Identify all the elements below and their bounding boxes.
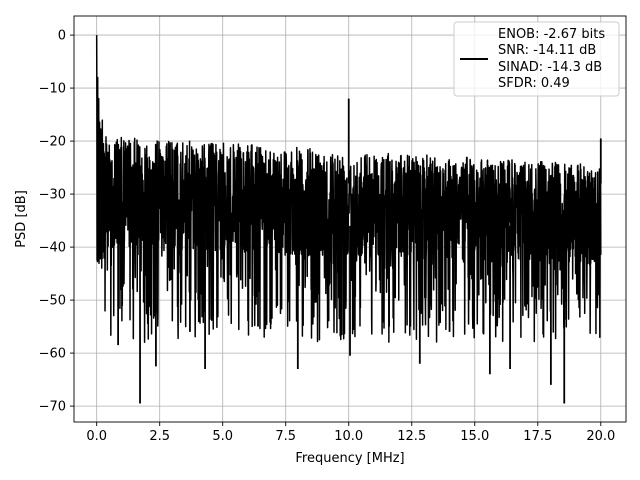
- y-tick-label: −50: [39, 294, 66, 309]
- x-tick-label: 12.5: [397, 429, 426, 444]
- legend-line-snr: SNR: -14.11 dB: [498, 43, 596, 58]
- legend-line-sfdr: SFDR: 0.49: [498, 76, 570, 91]
- y-tick-label: 0: [58, 29, 66, 44]
- y-axis-ticks: 0 −10 −20 −30 −40 −50 −60 −70: [39, 29, 74, 415]
- x-tick-label: 5.0: [212, 429, 233, 444]
- x-tick-label: 0.0: [86, 429, 107, 444]
- legend-line-sinad: SINAD: -14.3 dB: [498, 60, 602, 75]
- x-tick-label: 2.5: [149, 429, 170, 444]
- x-axis-title: Frequency [MHz]: [295, 451, 404, 466]
- psd-series-line: [95, 35, 602, 344]
- x-axis-ticks: 0.0 2.5 5.0 7.5 10.0 12.5 15.0 17.5 20.0: [86, 422, 615, 444]
- y-tick-label: −30: [39, 188, 66, 203]
- y-tick-label: −60: [39, 347, 66, 362]
- x-tick-label: 7.5: [275, 429, 296, 444]
- legend: ENOB: -2.67 bits SNR: -14.11 dB SINAD: -…: [453, 21, 620, 97]
- legend-box: [453, 21, 620, 97]
- y-axis-title: PSD [dB]: [14, 190, 29, 248]
- y-tick-label: −40: [39, 241, 66, 256]
- plot-frame: [73, 15, 627, 423]
- x-tick-label: 20.0: [586, 429, 615, 444]
- y-tick-label: −70: [39, 400, 66, 415]
- y-tick-label: −20: [39, 135, 66, 150]
- y-tick-label: −10: [39, 82, 66, 97]
- legend-line-enob: ENOB: -2.67 bits: [498, 27, 605, 42]
- x-tick-label: 10.0: [334, 429, 363, 444]
- x-tick-label: 17.5: [523, 429, 552, 444]
- x-tick-label: 15.0: [460, 429, 489, 444]
- series-group: [95, 35, 602, 404]
